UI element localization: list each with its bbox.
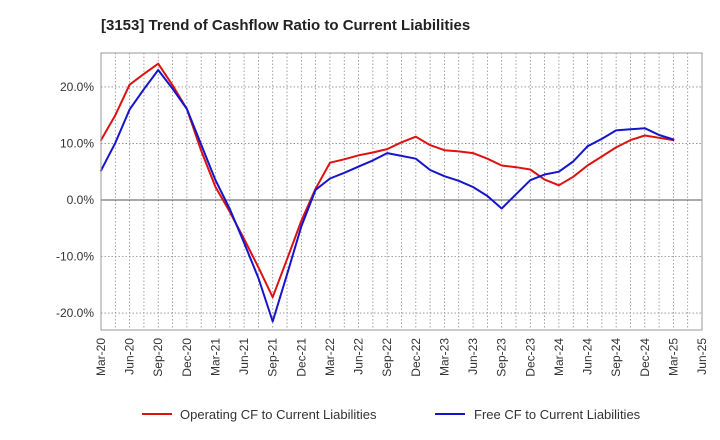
x-tick-label: Mar-22 xyxy=(323,338,337,376)
x-tick-label: Jun-23 xyxy=(466,338,480,375)
series-line-free-cf xyxy=(100,69,675,323)
x-tick-label: Dec-24 xyxy=(638,338,652,377)
x-tick-label: Sep-23 xyxy=(495,338,509,377)
x-tick-label: Mar-24 xyxy=(552,338,566,376)
x-tick-label: Mar-23 xyxy=(437,338,451,376)
legend-label-operating-cf: Operating CF to Current Liabilities xyxy=(180,407,377,422)
x-tick-label: Sep-24 xyxy=(609,338,623,377)
legend-label-free-cf: Free CF to Current Liabilities xyxy=(474,407,641,422)
y-tick-label: -20.0% xyxy=(56,306,94,320)
x-tick-label: Sep-20 xyxy=(151,338,165,377)
y-tick-label: 0.0% xyxy=(67,193,95,207)
x-tick-label: Jun-24 xyxy=(581,338,595,375)
y-tick-label: 10.0% xyxy=(60,136,94,150)
x-tick-label: Jun-21 xyxy=(237,338,251,375)
x-tick-label: Sep-21 xyxy=(266,338,280,377)
x-tick-label: Sep-22 xyxy=(380,338,394,377)
plot-frame xyxy=(100,52,703,331)
legend: Operating CF to Current Liabilities Free… xyxy=(142,407,641,422)
x-tick-label: Dec-23 xyxy=(523,338,537,377)
x-tick-label: Mar-21 xyxy=(208,338,222,376)
x-tick-label: Dec-20 xyxy=(180,338,194,377)
x-tick-label: Mar-25 xyxy=(666,338,680,376)
x-tick-label: Jun-20 xyxy=(123,338,137,375)
x-tick-label: Dec-22 xyxy=(409,338,423,377)
series-layer xyxy=(100,62,675,323)
chart-title: [3153] Trend of Cashflow Ratio to Curren… xyxy=(101,17,470,34)
series-line-operating-cf xyxy=(100,62,675,299)
y-tick-label: 20.0% xyxy=(60,80,94,94)
x-tick-label: Mar-20 xyxy=(94,338,108,376)
x-tick-label: Dec-21 xyxy=(294,338,308,377)
x-tick-label: Jun-25 xyxy=(695,338,709,375)
y-tick-label: -10.0% xyxy=(56,250,94,264)
x-tick-label: Jun-22 xyxy=(352,338,366,375)
tick-layer: -20.0% -10.0% 0.0% 10.0% 20.0% Mar-20 Jun-20 Se… xyxy=(56,80,709,377)
grid-layer xyxy=(100,53,703,330)
